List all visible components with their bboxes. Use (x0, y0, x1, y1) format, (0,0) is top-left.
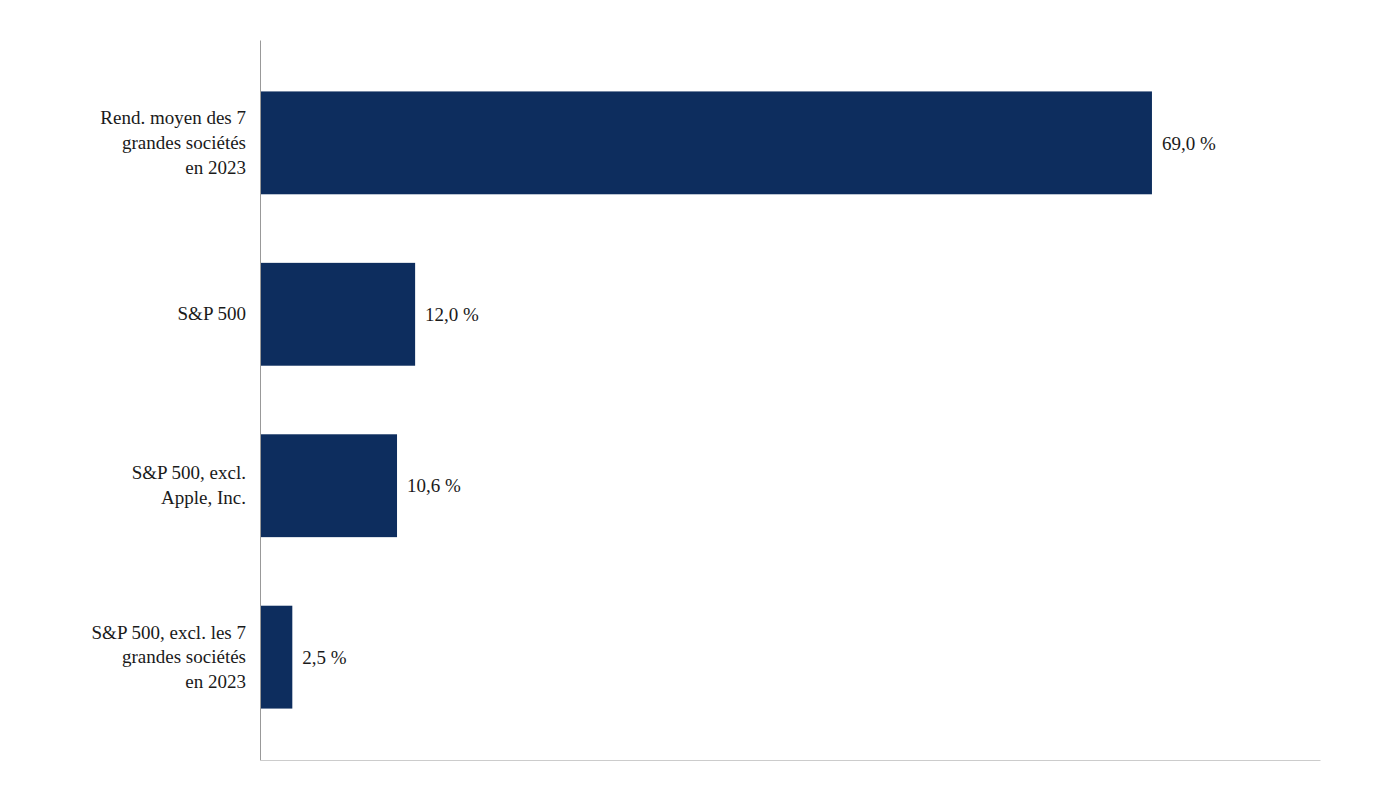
x-axis (261, 760, 1321, 761)
y-axis-line (260, 41, 261, 761)
data-label: 2,5 % (302, 647, 347, 668)
plot-area: 2,5 % 10,6 % 12,0 % 69,0 % S&P 500, excl. le… (92, 41, 1321, 761)
data-label: 10,6 % (407, 475, 461, 496)
y-tick-label: S&P 500 (178, 303, 246, 324)
y-tick-label-line: Apple, Inc. (161, 487, 246, 508)
y-tick-label-line: grandes sociétés (122, 646, 246, 667)
data-label: 69,0 % (1162, 133, 1216, 154)
y-tick: S&P 500 (178, 303, 246, 324)
y-tick: Rend. moyen des 7 grandes sociétés en 2023 (100, 107, 246, 177)
data-label: 12,0 % (425, 304, 479, 325)
y-tick-label-line: en 2023 (185, 671, 246, 692)
bar (260, 606, 292, 709)
bars (260, 91, 1152, 708)
y-tick: S&P 500, excl. Apple, Inc. (132, 462, 246, 508)
y-tick: S&P 500, excl. les 7 grandes sociétés en 2… (92, 622, 246, 692)
chart-svg: 2,5 % 10,6 % 12,0 % 69,0 % S&P 500, excl. le… (0, 0, 1380, 800)
y-tick-label-line: en 2023 (185, 157, 246, 178)
x-axis-line (261, 760, 1321, 761)
y-tick-label: S&P 500, excl. les 7 grandes sociétés en 2… (92, 622, 246, 692)
y-tick-label-line: Rend. moyen des 7 (100, 107, 246, 128)
y-tick-label: S&P 500, excl. Apple, Inc. (132, 462, 246, 508)
y-tick-label: Rend. moyen des 7 grandes sociétés en 2023 (100, 107, 246, 177)
data-labels: 2,5 % 10,6 % 12,0 % 69,0 % (302, 133, 1216, 668)
y-tick-label-line: grandes sociétés (122, 132, 246, 153)
y-axis: S&P 500, excl. les 7 grandes sociétés en 2… (92, 41, 261, 761)
bar (260, 91, 1152, 194)
bar (260, 434, 397, 537)
y-tick-label-line: S&P 500, excl. (132, 462, 246, 483)
y-tick-label-line: S&P 500 (178, 303, 246, 324)
bar (260, 263, 415, 366)
y-tick-label-line: S&P 500, excl. les 7 (92, 622, 246, 643)
